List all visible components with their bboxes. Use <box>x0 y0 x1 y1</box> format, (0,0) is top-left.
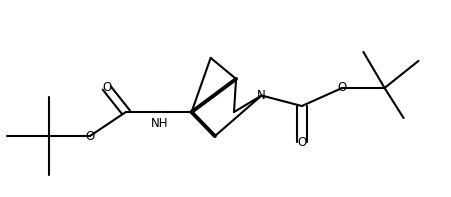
Text: NH: NH <box>151 117 169 130</box>
Text: N: N <box>257 89 266 102</box>
Text: O: O <box>297 136 307 149</box>
Text: O: O <box>337 82 347 95</box>
Text: O: O <box>102 82 111 95</box>
Text: O: O <box>85 130 94 143</box>
